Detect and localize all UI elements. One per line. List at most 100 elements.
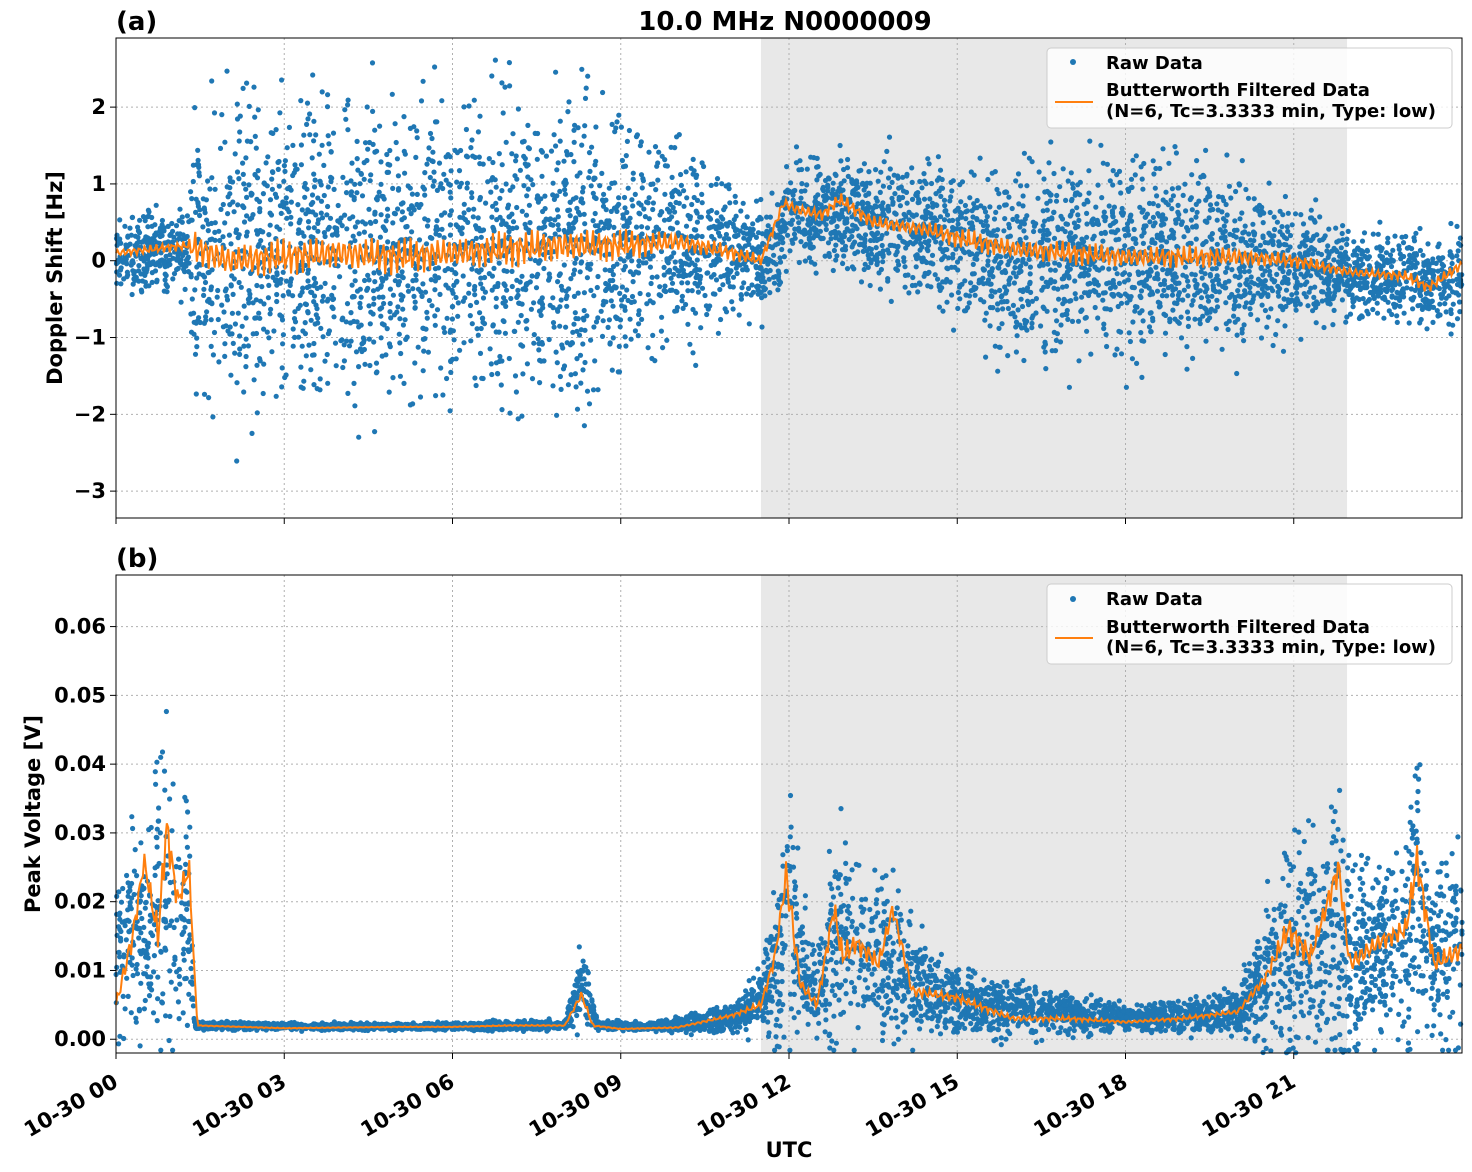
- raw-data-point: [219, 302, 225, 308]
- raw-data-point: [1046, 190, 1052, 196]
- raw-data-point: [1438, 292, 1444, 298]
- raw-data-point: [479, 316, 486, 322]
- raw-data-point: [387, 309, 393, 315]
- raw-data-point: [1272, 226, 1278, 233]
- raw-data-point: [205, 228, 211, 234]
- raw-data-point: [1120, 271, 1126, 277]
- raw-data-point: [840, 260, 846, 267]
- raw-data-point: [313, 132, 319, 138]
- raw-data-point: [593, 319, 600, 325]
- raw-data-point: [983, 310, 989, 316]
- raw-data-point: [917, 178, 923, 185]
- raw-data-point: [1454, 316, 1461, 322]
- raw-data-point: [571, 127, 577, 133]
- raw-data-point: [223, 323, 229, 329]
- raw-data-point: [162, 277, 168, 283]
- raw-data-point: [976, 280, 982, 286]
- raw-data-point: [525, 186, 531, 192]
- raw-data-point: [1193, 214, 1199, 220]
- raw-data-point: [208, 343, 214, 349]
- raw-data-point: [420, 281, 426, 287]
- raw-data-point: [1005, 353, 1011, 359]
- raw-data-point: [320, 293, 326, 299]
- raw-data-point: [1053, 198, 1060, 204]
- raw-data-point: [209, 267, 215, 273]
- raw-data-point: [854, 226, 860, 232]
- raw-data-point: [539, 149, 546, 155]
- raw-data-point: [284, 145, 290, 151]
- raw-data-point: [614, 315, 620, 321]
- raw-data-point: [647, 298, 653, 304]
- raw-data-point: [224, 68, 230, 74]
- raw-data-point: [577, 269, 583, 275]
- raw-data-point: [551, 324, 557, 330]
- raw-data-point: [315, 320, 321, 326]
- raw-data-point: [384, 169, 390, 175]
- raw-data-point: [1129, 356, 1135, 362]
- raw-data-point: [1370, 306, 1376, 313]
- raw-data-point: [829, 191, 835, 197]
- raw-data-point: [517, 279, 523, 285]
- raw-data-point: [861, 240, 868, 247]
- raw-data-point: [658, 293, 664, 299]
- raw-data-point: [729, 299, 735, 305]
- raw-data-point: [840, 187, 846, 193]
- raw-data-point: [650, 200, 657, 206]
- raw-data-point: [580, 200, 586, 206]
- raw-data-point: [1289, 292, 1295, 298]
- raw-data-point: [292, 334, 298, 340]
- raw-data-point: [771, 280, 778, 286]
- raw-data-point: [1052, 307, 1058, 313]
- raw-data-point: [255, 243, 261, 249]
- raw-data-point: [933, 239, 939, 245]
- raw-data-point: [472, 292, 478, 298]
- raw-data-point: [1274, 271, 1280, 277]
- raw-data-point: [787, 248, 793, 254]
- raw-data-point: [1000, 306, 1006, 312]
- raw-data-point: [411, 124, 417, 130]
- raw-data-point: [603, 207, 609, 213]
- raw-data-point: [584, 275, 591, 281]
- raw-data-point: [1155, 203, 1161, 209]
- raw-data-point: [1150, 214, 1156, 220]
- raw-data-point: [640, 260, 646, 266]
- raw-data-point: [1118, 351, 1125, 357]
- raw-data-point: [925, 203, 931, 209]
- raw-data-point: [1020, 193, 1026, 199]
- raw-data-point: [744, 291, 750, 297]
- raw-data-point: [633, 224, 640, 230]
- raw-data-point: [655, 177, 661, 183]
- raw-data-point: [1289, 222, 1295, 228]
- raw-data-point: [635, 270, 642, 276]
- raw-data-point: [1114, 172, 1120, 178]
- raw-data-point: [1375, 290, 1381, 296]
- raw-data-point: [785, 189, 792, 195]
- raw-data-point: [608, 208, 614, 214]
- raw-data-point: [1015, 307, 1021, 313]
- raw-data-point: [921, 171, 927, 177]
- raw-data-point: [207, 237, 213, 243]
- raw-data-point: [582, 327, 588, 333]
- raw-data-point: [241, 343, 247, 349]
- raw-data-point: [397, 373, 403, 379]
- raw-data-point: [122, 223, 128, 229]
- raw-data-point: [650, 206, 656, 213]
- raw-data-point: [1068, 212, 1074, 218]
- raw-data-point: [1194, 209, 1200, 215]
- raw-data-point: [1193, 201, 1199, 207]
- raw-data-point: [1120, 212, 1126, 218]
- raw-data-point: [557, 323, 563, 329]
- raw-data-point: [1210, 206, 1216, 213]
- raw-data-point: [662, 191, 668, 197]
- raw-data-point: [311, 340, 317, 347]
- raw-data-point: [258, 238, 264, 244]
- raw-data-point: [466, 281, 472, 287]
- raw-data-point: [1147, 219, 1153, 225]
- raw-data-point: [414, 191, 420, 197]
- raw-data-point: [571, 321, 577, 327]
- raw-data-point: [390, 292, 396, 298]
- raw-data-point: [307, 111, 313, 117]
- raw-data-point: [195, 162, 202, 168]
- raw-data-point: [555, 308, 561, 314]
- raw-data-point: [254, 231, 261, 237]
